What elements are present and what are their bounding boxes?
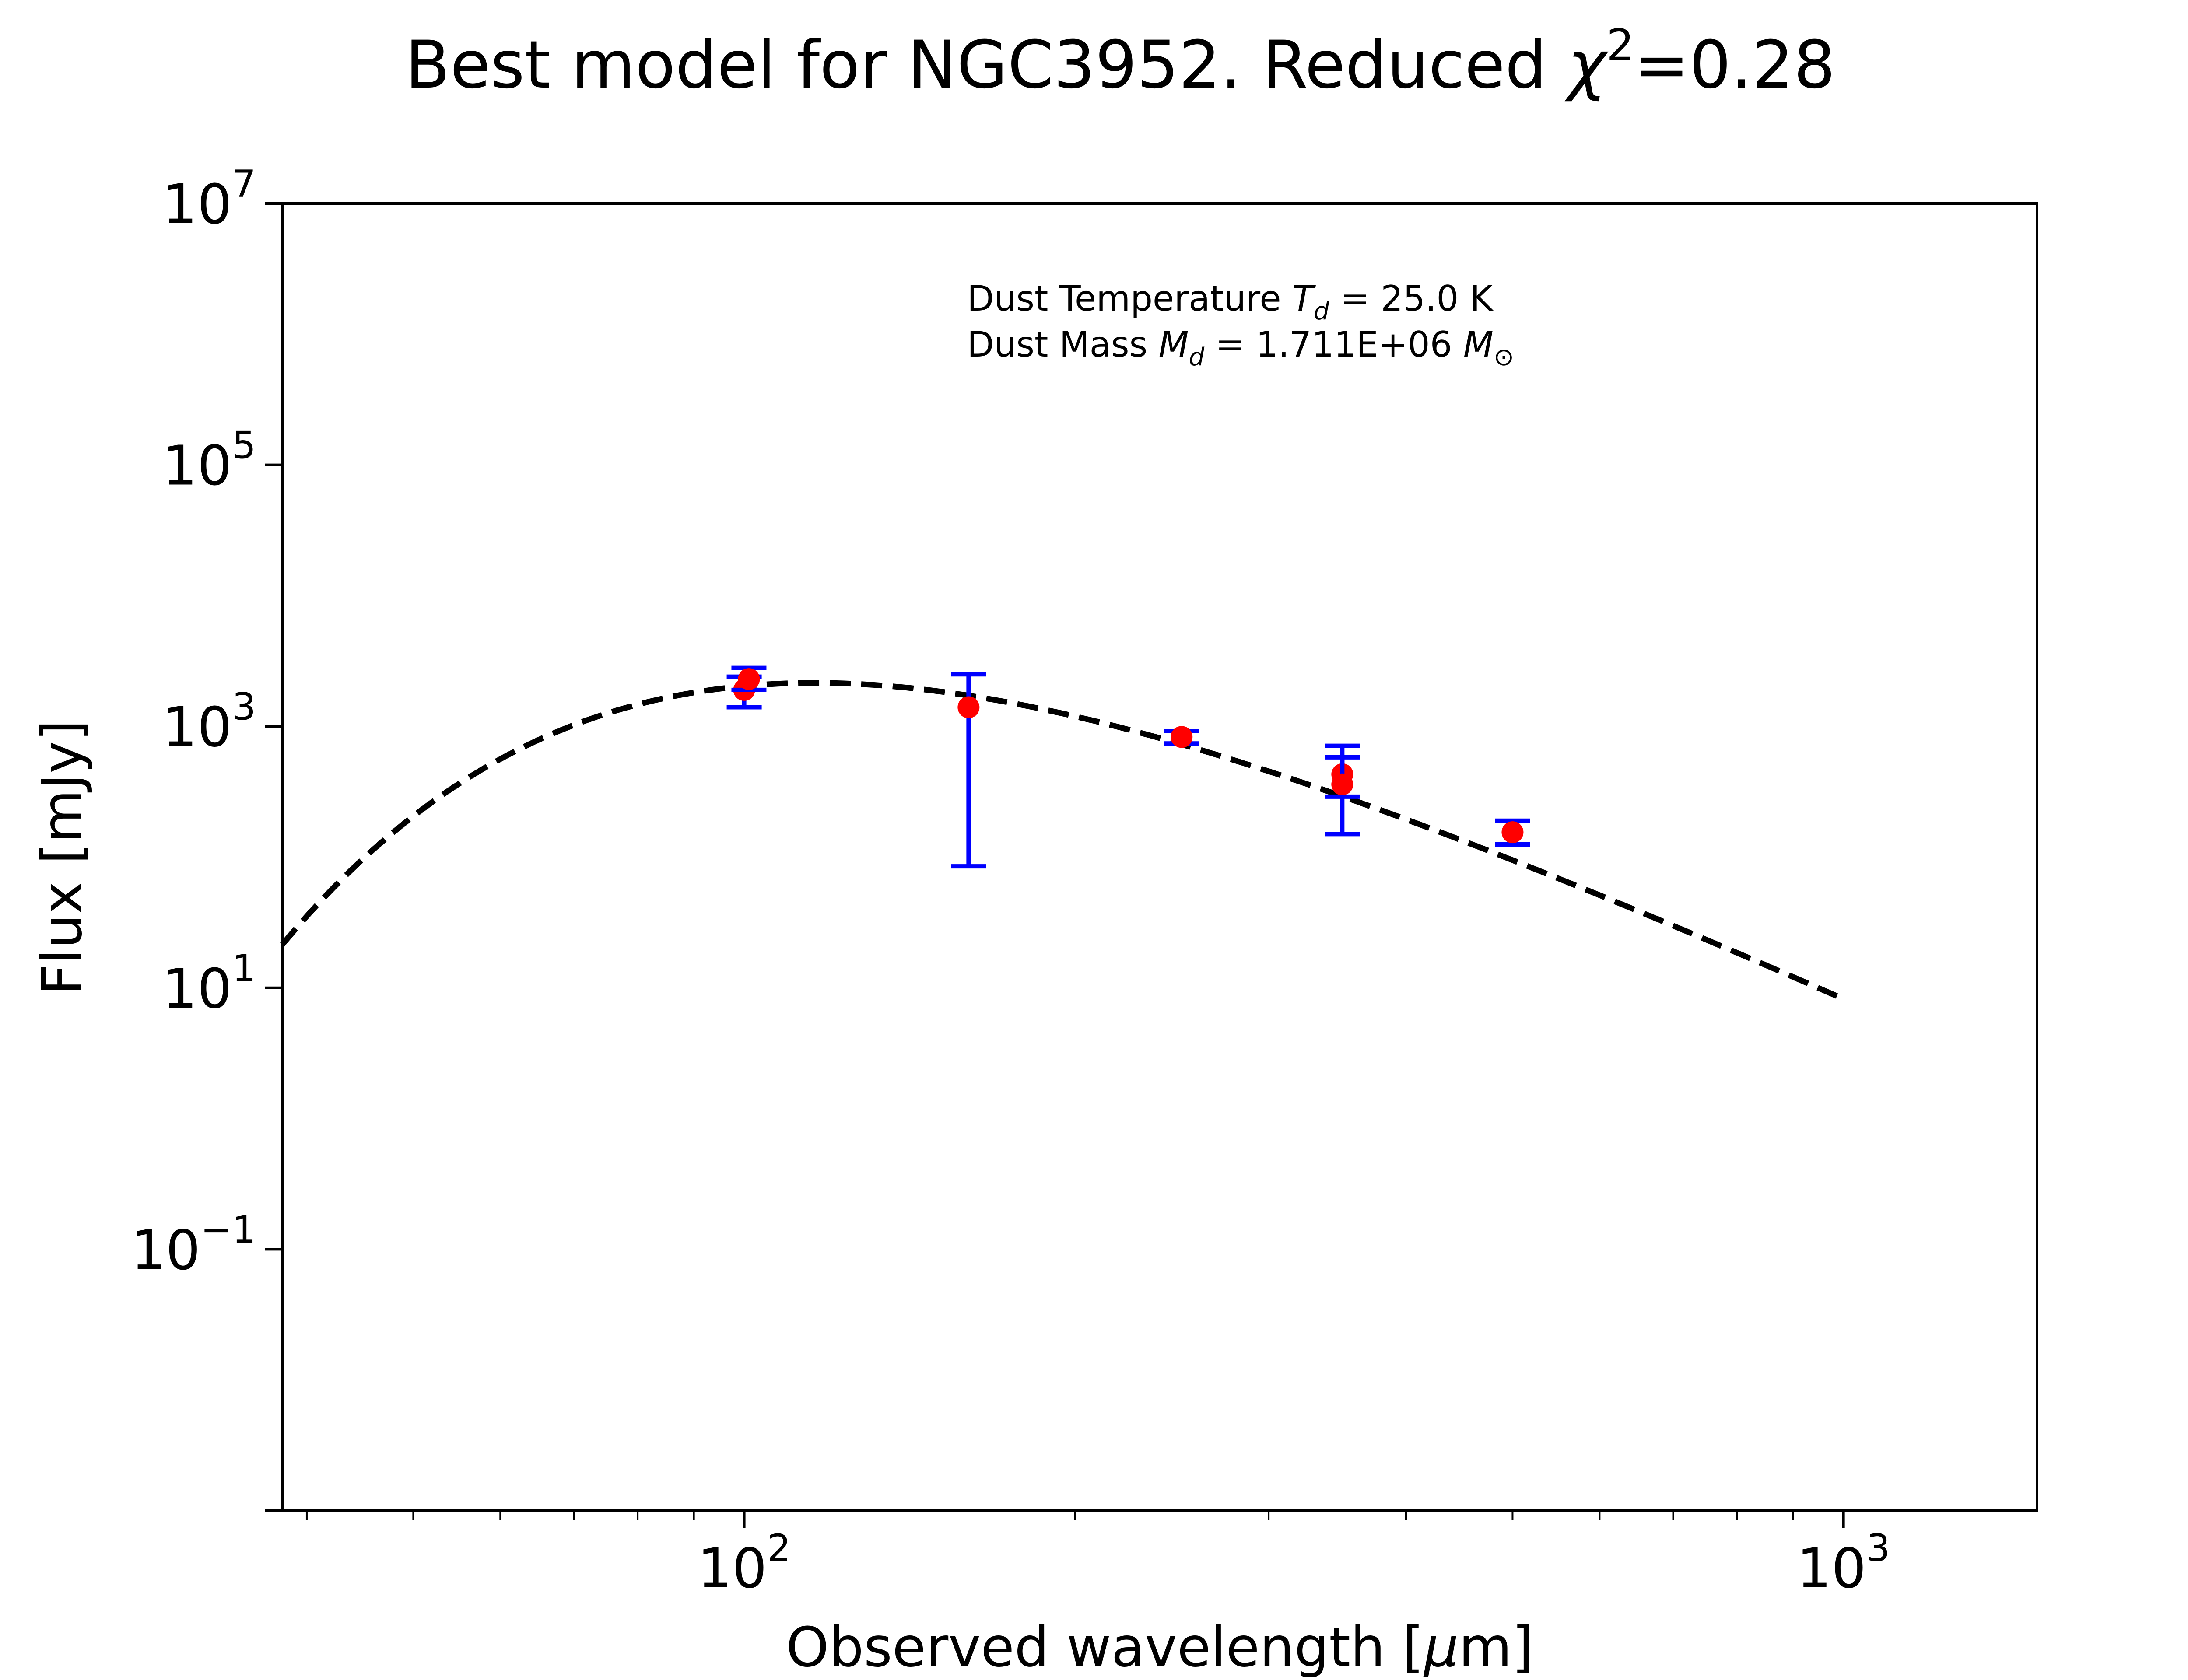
y-axis-label: Flux [mJy]: [31, 720, 94, 995]
annotation-temperature: Dust Temperature Td = 25.0 K: [967, 278, 1494, 326]
model-curve: [280, 680, 1845, 1002]
x-axis-label-text: Observed wavelength [: [786, 1616, 1424, 1679]
x-axis-label-unit: m]: [1459, 1616, 1533, 1679]
x-tick-label: 103: [1797, 1526, 1890, 1600]
y-tick-label: 10−1: [131, 1208, 256, 1282]
x-axis-label: Observed wavelength [μm]: [786, 1616, 1533, 1679]
data-point-marker: [1331, 773, 1353, 795]
chart-title-chi: χ: [1564, 27, 1609, 103]
x-minor-ticks: [305, 1511, 1794, 1520]
data-series: [726, 665, 1530, 869]
annotation-mass-sub: d: [1189, 343, 1205, 371]
data-point-group: [1495, 818, 1530, 847]
chart-title-value: =0.28: [1634, 27, 1836, 103]
annotation-temperature-symbol: T: [1292, 278, 1316, 319]
annotation-mass: Dust Mass Md = 1.711E+06 M⊙: [967, 324, 1514, 371]
annotation-mass-symbol: M: [1159, 324, 1189, 365]
data-point-marker: [957, 696, 980, 718]
chart-title-chi-exponent: 2: [1606, 20, 1634, 71]
x-axis-label-mu: μ: [1423, 1616, 1459, 1679]
data-point-group: [951, 672, 986, 869]
data-point-group: [731, 665, 767, 692]
annotation-mass-middle: = 1.711E+06: [1204, 324, 1463, 365]
chart-title-text: Best model for NGC3952. Reduced: [405, 27, 1568, 103]
y-tick-label: 107: [162, 162, 256, 236]
data-point-marker: [1501, 821, 1524, 844]
plot-area-frame: [281, 202, 2038, 1512]
fit-annotation: Dust Temperature Td = 25.0 K Dust Mass M…: [967, 278, 1514, 371]
y-tick-label: 103: [162, 685, 256, 759]
annotation-mass-symbol2: M: [1463, 324, 1494, 365]
y-tick-label: 101: [162, 947, 256, 1021]
annotation-temperature-sub: d: [1314, 297, 1329, 326]
data-point-group: [1164, 726, 1199, 748]
data-point-group: [1325, 755, 1360, 836]
y-tick-label: 105: [162, 424, 256, 498]
annotation-temperature-suffix: = 25.0 K: [1329, 278, 1494, 319]
annotation-temperature-prefix: Dust Temperature: [967, 278, 1292, 319]
annotation-mass-sub2: ⊙: [1494, 343, 1514, 371]
x-tick-label: 102: [698, 1526, 791, 1600]
data-point-marker: [738, 668, 760, 690]
y-major-ticks: 10−1 101 103 105 107: [131, 162, 282, 1512]
x-major-ticks: 102 103: [698, 1511, 1890, 1600]
chart-title: Best model for NGC3952. Reduced χ2=0.28: [405, 20, 1836, 103]
annotation-mass-prefix: Dust Mass: [967, 324, 1159, 365]
data-point-marker: [1171, 726, 1193, 748]
